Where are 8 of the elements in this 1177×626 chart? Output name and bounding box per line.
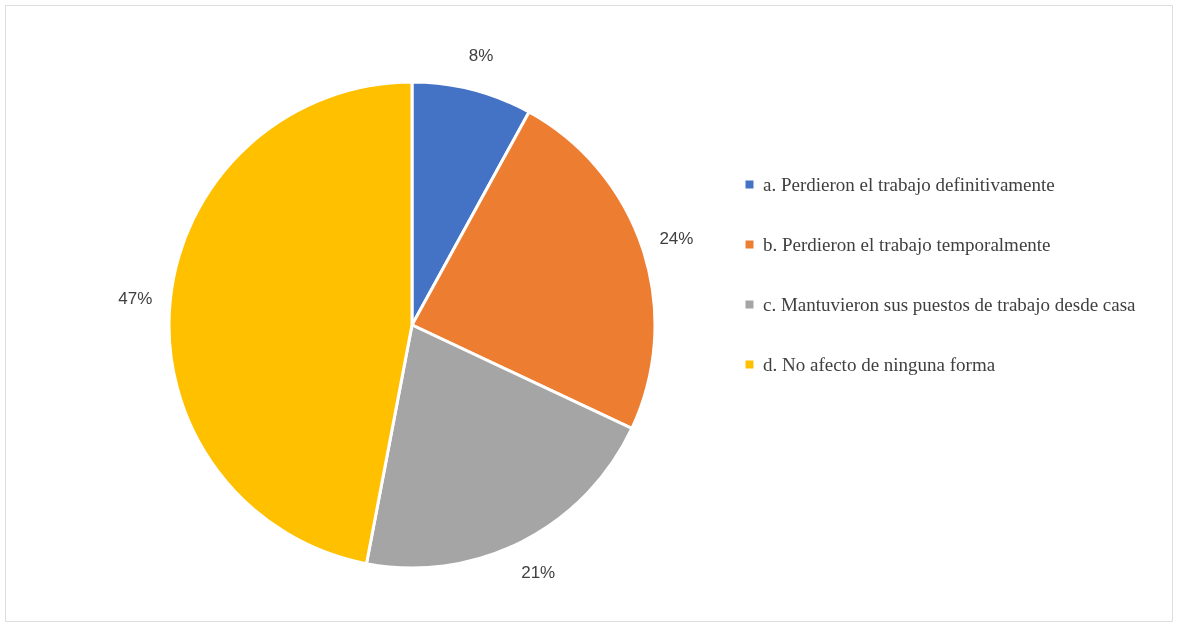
data-label: 8% bbox=[468, 45, 494, 65]
legend-label: b. Perdieron el trabajo temporalmente bbox=[763, 233, 1051, 255]
data-label: 24% bbox=[659, 229, 694, 249]
legend-label: d. No afecto de ninguna forma bbox=[763, 353, 996, 375]
legend-label: a. Perdieron el trabajo definitivamente bbox=[763, 173, 1055, 195]
data-label: 47% bbox=[118, 288, 153, 308]
legend-label: c. Mantuvieron sus puestos de trabajo desde casa bbox=[763, 293, 1137, 315]
data-label: 21% bbox=[521, 562, 556, 582]
